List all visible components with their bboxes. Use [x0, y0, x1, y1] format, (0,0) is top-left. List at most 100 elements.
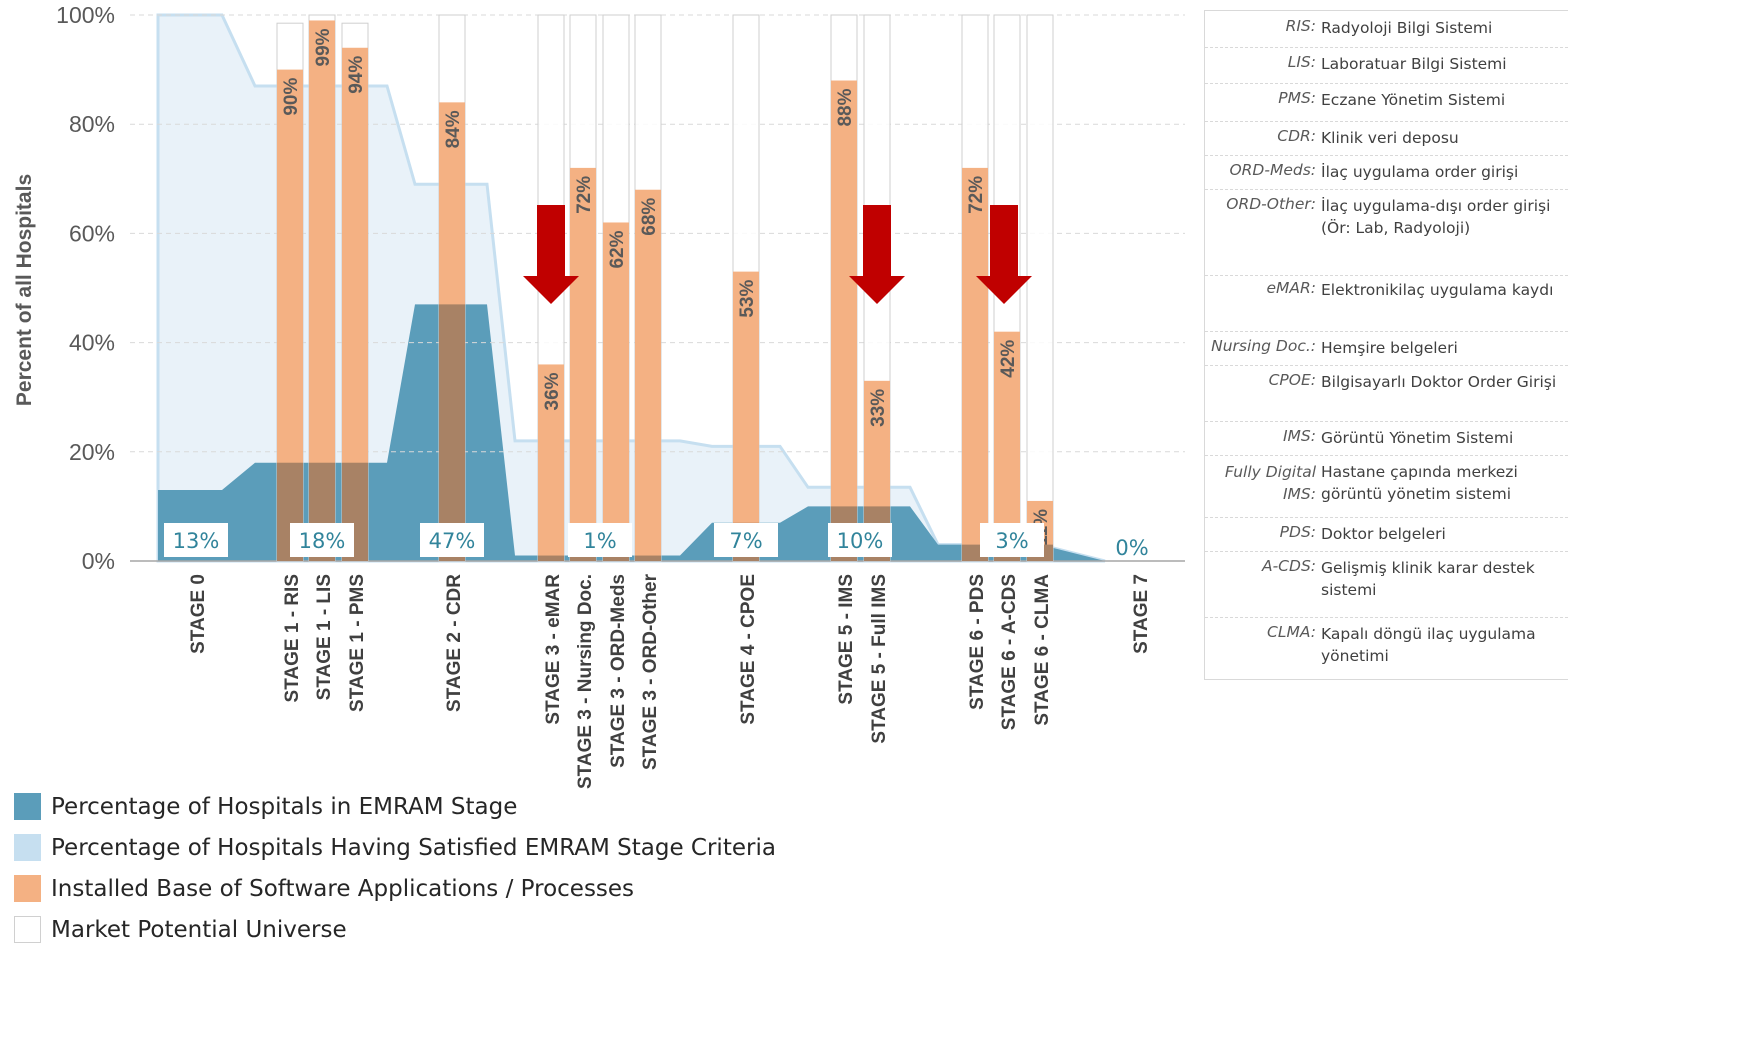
y-tick-label: 20% [69, 439, 115, 465]
bar-installed-base [831, 80, 857, 562]
bar-installed-base [538, 364, 564, 561]
bar-overlap [570, 555, 596, 561]
bar-market-potential [1026, 14, 1054, 562]
glossary-row-a-cds: A-CDS: Gelişmiş klinik karar destek sist… [1205, 551, 1568, 618]
glossary-term: Nursing Doc.: [1211, 337, 1316, 355]
legend-item-emram-stage: Percentage of Hospitals in EMRAM Stage [14, 786, 776, 827]
bar-value-label: 94% [346, 56, 367, 94]
glossary-row-cdr: CDR: Klinik veri deposu [1205, 121, 1568, 156]
glossary-term: CDR: [1277, 127, 1316, 145]
red-arrow-shaft [990, 205, 1018, 277]
glossary-definition: Elektronikilaç uygulama kaydı [1321, 281, 1554, 299]
legend: Percentage of Hospitals in EMRAM Stage P… [14, 786, 776, 950]
y-tick-label: 40% [69, 330, 115, 356]
series-area-emram-stage [158, 304, 1105, 561]
legend-swatch-installed-base [14, 875, 41, 902]
legend-label: Percentage of Hospitals in EMRAM Stage [51, 793, 518, 820]
bar-installed-base [994, 331, 1020, 561]
legend-item-stage-criteria: Percentage of Hospitals Having Satisfied… [14, 827, 776, 868]
glossary-row-ord-meds: ORD-Meds: İlaç uygulama order girişi [1205, 155, 1568, 190]
stage-value-label: 1% [583, 529, 616, 553]
bar-installed-base [603, 222, 629, 562]
glossary-term: PMS: [1278, 89, 1316, 107]
x-tick-label: STAGE 5 - Full IMS [869, 574, 890, 744]
y-axis-title: Percent of all Hospitals [13, 174, 36, 406]
x-tick-label: STAGE 7 [1131, 574, 1152, 654]
stage-value-label: 0% [1115, 536, 1148, 560]
glossary-definition: İlaç uygulama order girişi [1321, 163, 1519, 181]
bar-value-label: 68% [639, 198, 660, 236]
legend-item-installed-base: Installed Base of Software Applications … [14, 868, 776, 909]
bar-value-label: 99% [313, 28, 334, 66]
x-tick-label: STAGE 0 [188, 574, 209, 654]
glossary-term: eMAR: [1266, 279, 1316, 297]
glossary-definition: Eczane Yönetim Sistemi [1321, 91, 1506, 109]
glossary-row-ris: RIS: Radyoloji Bilgi Sistemi [1205, 11, 1568, 48]
x-tick-label: STAGE 3 - ORD-Other [640, 573, 661, 770]
bar-overlap [635, 555, 661, 561]
bar-value-label: 53% [737, 280, 758, 318]
glossary-definition: Hemşire belgeleri [1321, 339, 1458, 357]
glossary-definition: Gelişmiş klinik karar destek sistemi [1321, 559, 1535, 599]
stage-value-label: 7% [729, 529, 762, 553]
glossary-term: LIS: [1287, 53, 1316, 71]
legend-item-market-potential: Market Potential Universe [14, 909, 776, 950]
red-arrow-head [976, 276, 1032, 304]
x-tick-label: STAGE 4 - CPOE [738, 574, 759, 725]
glossary-definition: Kapalı döngü ilaç uygulama yönetimi [1321, 625, 1536, 665]
stage-value-label: 47% [429, 529, 476, 553]
glossary-term: Fully Digital IMS: [1224, 463, 1316, 503]
glossary-term: ORD-Other: [1226, 195, 1316, 213]
bar-overlap [538, 555, 564, 561]
glossary-term: PDS: [1279, 523, 1316, 541]
bar-installed-base [733, 271, 759, 561]
stage-value-label: 13% [173, 529, 220, 553]
glossary-definition: Klinik veri deposu [1321, 129, 1459, 147]
glossary-definition: Hastane çapında merkezi görüntü yönetim … [1321, 463, 1518, 503]
glossary-definition: İlaç uygulama-dışı order girişi (Ör: Lab… [1321, 197, 1551, 237]
y-tick-label: 100% [56, 2, 115, 28]
x-tick-label: STAGE 1 - LIS [314, 574, 335, 700]
glossary-panel: RIS: Radyoloji Bilgi Sistemi LIS: Labora… [1204, 10, 1568, 680]
glossary-row-ord-other: ORD-Other: İlaç uygulama-dışı order giri… [1205, 189, 1568, 276]
bar-value-label: 42% [998, 340, 1019, 378]
y-tick-label: 0% [82, 548, 115, 574]
legend-label: Installed Base of Software Applications … [51, 875, 635, 902]
bar-value-label: 72% [574, 176, 595, 214]
stage-value-box [714, 523, 778, 557]
red-arrow-shaft [863, 205, 891, 277]
glossary-term: A-CDS: [1261, 557, 1316, 575]
glossary-term: IMS: [1282, 427, 1316, 445]
glossary-row-nursing-doc: Nursing Doc.: Hemşire belgeleri [1205, 331, 1568, 366]
x-tick-label: STAGE 5 - IMS [836, 574, 857, 705]
legend-swatch-market-potential [14, 916, 41, 943]
bar-installed-base [962, 167, 988, 561]
x-tick-label: STAGE 3 - Nursing Doc. [575, 574, 596, 789]
bar-installed-base [635, 189, 661, 561]
y-tick-label: 80% [69, 111, 115, 137]
glossary-definition: Radyoloji Bilgi Sistemi [1321, 19, 1493, 37]
glossary-term: ORD-Meds: [1229, 161, 1316, 179]
x-tick-label: STAGE 1 - PMS [347, 574, 368, 712]
glossary-term: CLMA: [1267, 623, 1316, 641]
stage-value-box [980, 523, 1044, 557]
x-tick-label: STAGE 3 - eMAR [543, 574, 564, 725]
legend-swatch-emram-stage [14, 793, 41, 820]
glossary-row-lis: LIS: Laboratuar Bilgi Sistemi [1205, 47, 1568, 84]
glossary-row-pms: PMS: Eczane Yönetim Sistemi [1205, 83, 1568, 122]
glossary-definition: Bilgisayarlı Doktor Order Girişi [1321, 373, 1557, 391]
glossary-term: RIS: [1285, 17, 1316, 35]
bar-value-label: 90% [281, 77, 302, 115]
stage-value-box [290, 523, 354, 557]
stage-value-box [164, 523, 228, 557]
glossary-row-pds: PDS: Doktor belgeleri [1205, 517, 1568, 552]
x-tick-label: STAGE 6 - PDS [967, 574, 988, 710]
legend-swatch-stage-criteria [14, 834, 41, 861]
red-arrow-head [849, 276, 905, 304]
stage-value-box [568, 523, 632, 557]
bar-value-label: 72% [966, 176, 987, 214]
red-arrow-head [523, 276, 579, 304]
glossary-definition: Laboratuar Bilgi Sistemi [1321, 55, 1507, 73]
legend-label: Market Potential Universe [51, 916, 347, 943]
y-tick-label: 60% [69, 220, 115, 246]
